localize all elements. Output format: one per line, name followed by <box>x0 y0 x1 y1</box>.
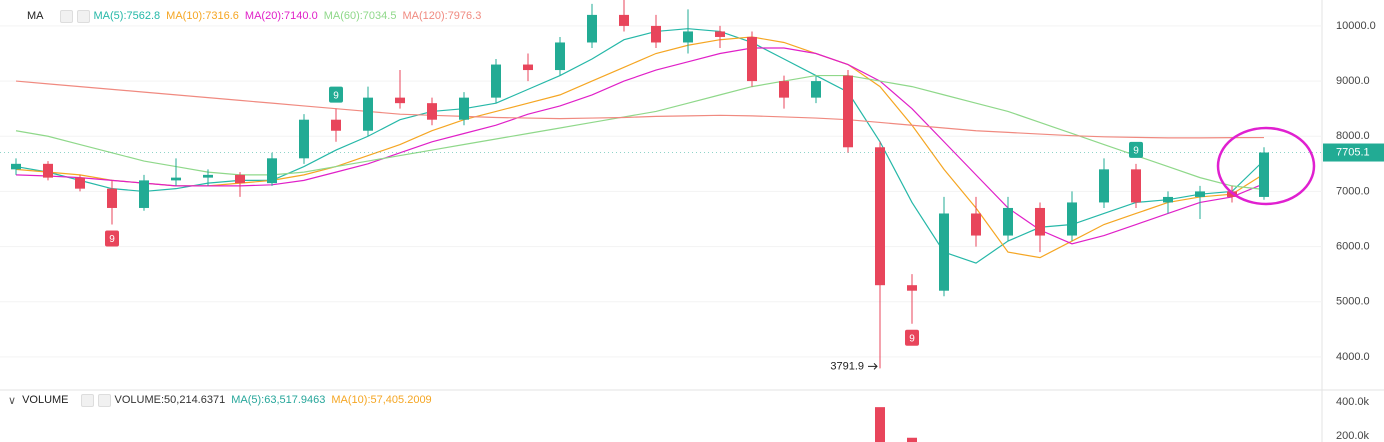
volume-bar <box>875 407 885 442</box>
candle-body <box>843 75 853 148</box>
volume-legend: ∨ VOLUME VOLUME:50,214.6371 MA(5):63,517… <box>8 391 438 409</box>
y-tick-label: 4000.0 <box>1336 351 1370 363</box>
ma-line <box>15 28 1265 264</box>
last-price-label: 7705.1 <box>1336 146 1370 158</box>
candle-body <box>331 119 341 131</box>
candle-body <box>43 163 53 178</box>
candle-body <box>139 180 149 208</box>
volume-title: VOLUME <box>22 394 69 406</box>
candle-body <box>1003 207 1013 236</box>
candle-body <box>587 14 597 43</box>
candle-body <box>459 97 469 120</box>
candle-body <box>75 177 85 189</box>
ma-legend-entry: MA(10):7316.6 <box>166 10 239 22</box>
signal-badge <box>1129 141 1143 158</box>
signal-badge <box>105 230 119 247</box>
price-pane: 9 9 9 9 3791.9 <box>0 0 1322 372</box>
candle-body <box>427 103 437 120</box>
candle-body <box>715 31 725 37</box>
candle-body <box>875 147 885 286</box>
candle-body <box>555 42 565 71</box>
candle-body <box>171 177 181 181</box>
y-tick-label: 10000.0 <box>1336 20 1376 32</box>
collapse-toggle[interactable]: ∨ <box>8 394 17 407</box>
settings-icon[interactable] <box>80 393 94 407</box>
ma-line <box>15 80 1265 139</box>
y-tick-label: 7000.0 <box>1336 185 1370 197</box>
candle-body <box>11 163 21 170</box>
price-axis: 4000.0 5000.0 6000.0 7000.0 8000.0 9000.0 1000… <box>1323 20 1384 442</box>
signal-badge <box>329 86 343 103</box>
y-tick-label: 9000.0 <box>1336 75 1370 87</box>
ma-line <box>15 36 1265 259</box>
candle-body <box>1035 207 1045 236</box>
settings-icon[interactable] <box>59 9 73 23</box>
signal-label: 9 <box>333 90 339 101</box>
y-tick-label: 5000.0 <box>1336 296 1370 308</box>
candle-body <box>939 213 949 291</box>
candle-body <box>651 25 661 43</box>
candle-body <box>619 14 629 26</box>
close-icon[interactable] <box>76 9 90 23</box>
candle-body <box>363 97 373 131</box>
candle-body <box>779 81 789 98</box>
ma-legend-title: MA <box>27 10 44 22</box>
ma-line <box>15 47 1265 245</box>
signal-badge <box>905 329 919 346</box>
volume-value: VOLUME:50,214.6371 <box>114 394 226 406</box>
ma-legend-entry: MA(20):7140.0 <box>244 10 318 22</box>
candle-body <box>1195 191 1205 197</box>
candle-body <box>395 97 405 104</box>
candle-body <box>235 174 245 184</box>
y-tick-label: 6000.0 <box>1336 240 1370 252</box>
signal-label: 9 <box>909 333 915 344</box>
volume-ma5: MA(5):63,517.9463 <box>231 394 326 406</box>
candle-body <box>1067 202 1077 236</box>
candle-body <box>299 119 309 159</box>
last-price-tag <box>1323 143 1384 162</box>
ma-legend-items: MA(5):7562.8 MA(10):7316.6 MA(20):7140.0 MA… <box>94 10 488 22</box>
candle-body <box>907 285 917 291</box>
ma-line <box>15 74 1265 191</box>
candle-body <box>491 64 501 98</box>
y-tick-label: 8000.0 <box>1336 130 1370 142</box>
ma-legend-entry: MA(60):7034.5 <box>323 10 397 22</box>
candle-body <box>267 158 277 184</box>
ma-legend-entry: MA(120):7976.3 <box>402 10 482 22</box>
volume-tick-label: 200.0k <box>1336 430 1370 442</box>
close-icon[interactable] <box>97 393 111 407</box>
candle-body <box>1099 169 1109 203</box>
ma-legend: MA MA(5):7562.8 MA(10):7316.6 MA(20):7140.… <box>27 7 493 25</box>
candle-body <box>1163 196 1173 203</box>
low-label: 3791.9 <box>830 360 864 372</box>
candle-body <box>1131 169 1141 203</box>
highlight-circle <box>1216 126 1316 206</box>
candle-body <box>1259 152 1269 197</box>
ma-legend-entry: MA(5):7562.8 <box>93 10 161 22</box>
volume-ma10: MA(10):57,405.2009 <box>331 394 432 406</box>
signal-label: 9 <box>109 234 115 245</box>
candle-body <box>107 188 117 208</box>
volume-pane <box>875 407 917 442</box>
volume-bar <box>907 437 917 442</box>
signal-label: 9 <box>1133 145 1139 156</box>
candle-body <box>203 174 213 178</box>
volume-tick-label: 400.0k <box>1336 396 1370 408</box>
candle-body <box>811 81 821 98</box>
candle-body <box>971 213 981 236</box>
low-arrow <box>868 363 878 370</box>
candle-body <box>523 64 533 71</box>
candle-body <box>747 36 757 82</box>
candle-body <box>683 31 693 43</box>
